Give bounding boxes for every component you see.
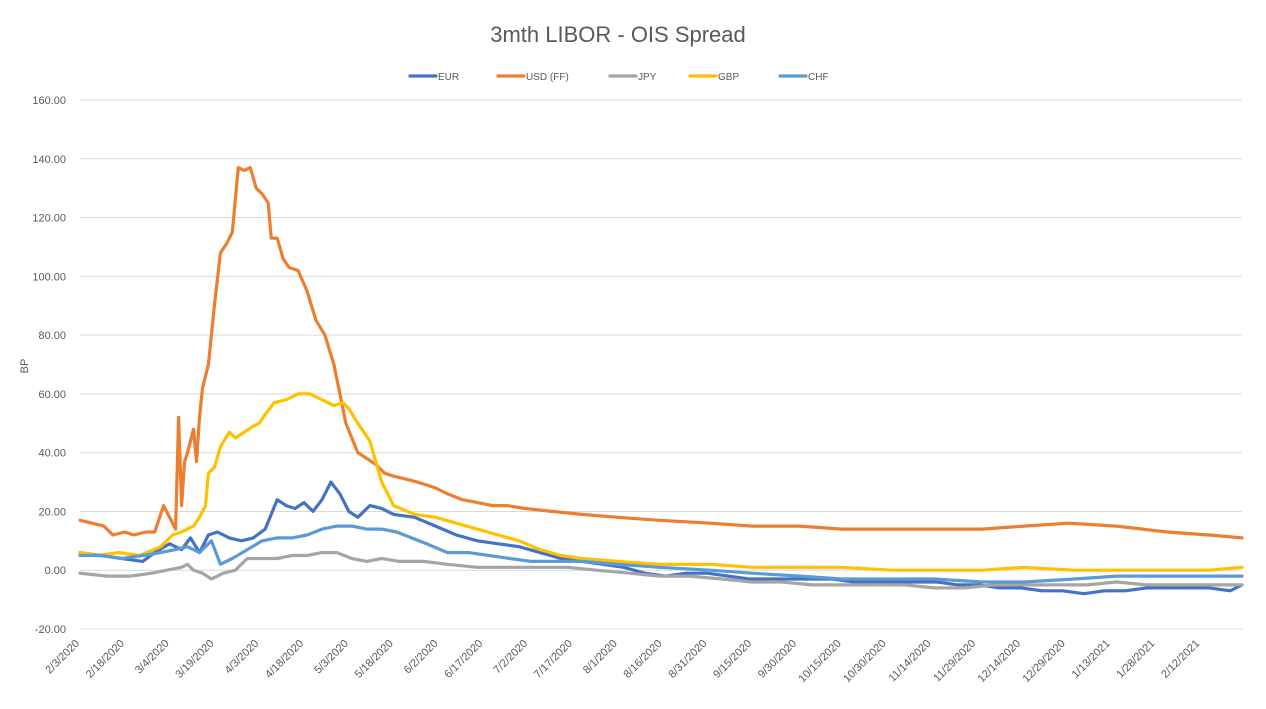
y-tick-label: 160.00 xyxy=(32,95,66,107)
y-tick-label: 0.00 xyxy=(45,565,66,577)
series-line-chf xyxy=(78,524,1244,584)
legend-label-gbp: GBP xyxy=(718,72,739,83)
legend-label-usd-ff: USD (FF) xyxy=(526,72,569,83)
y-tick-label: 120.00 xyxy=(32,213,66,225)
y-tick-label: 40.00 xyxy=(38,448,66,460)
legend: EUR USD (FF) JPY GBP CHF xyxy=(408,72,829,83)
legend-label-chf: CHF xyxy=(808,72,829,83)
y-tick-label: 60.00 xyxy=(38,389,66,401)
gridlines xyxy=(80,99,1242,630)
y-axis-label: BP xyxy=(19,359,31,374)
y-tick-label: 80.00 xyxy=(38,330,66,342)
series-line-eur xyxy=(78,480,1244,596)
series-line-usd-ff xyxy=(78,166,1244,540)
y-tick-label: 100.00 xyxy=(32,271,66,283)
y-tick-label: -20.00 xyxy=(35,624,66,636)
series-line-jpy xyxy=(78,550,1244,590)
y-tick-label: 20.00 xyxy=(38,506,66,518)
series-lines xyxy=(78,166,1244,596)
y-axis-ticks: -20.00 0.00 20.00 40.00 60.00 80.00 100.00 120.… xyxy=(32,95,66,636)
series-line-gbp xyxy=(78,392,1244,572)
y-tick-label: 140.00 xyxy=(32,154,66,166)
legend-label-eur: EUR xyxy=(438,72,459,83)
legend-label-jpy: JPY xyxy=(638,72,657,83)
chart-title: 3mth LIBOR - OIS Spread xyxy=(490,22,746,47)
